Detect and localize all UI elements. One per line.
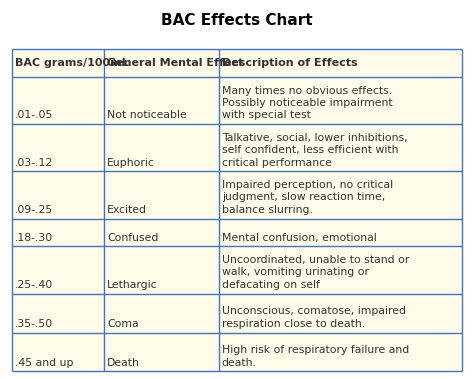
- Bar: [12, 124, 104, 171]
- Text: Not noticeable: Not noticeable: [107, 110, 187, 121]
- Bar: [104, 294, 219, 332]
- Text: High risk of respiratory failure and
death.: High risk of respiratory failure and dea…: [222, 345, 409, 368]
- Text: .09-.25: .09-.25: [15, 205, 53, 215]
- Bar: [219, 77, 462, 124]
- Bar: [12, 219, 104, 246]
- Text: Death: Death: [107, 358, 140, 368]
- Text: Coma: Coma: [107, 319, 138, 329]
- Bar: [104, 49, 219, 77]
- Bar: [219, 124, 462, 171]
- Text: Mental confusion, emotional: Mental confusion, emotional: [222, 233, 376, 243]
- Bar: [104, 246, 219, 294]
- Text: .01-.05: .01-.05: [15, 110, 53, 121]
- Bar: [219, 171, 462, 219]
- Text: Many times no obvious effects.
Possibly noticeable impairment
with special test: Many times no obvious effects. Possibly …: [222, 86, 392, 121]
- Bar: [104, 124, 219, 171]
- Text: .03-.12: .03-.12: [15, 158, 53, 168]
- Bar: [104, 332, 219, 371]
- Bar: [12, 332, 104, 371]
- Text: BAC Effects Chart: BAC Effects Chart: [161, 13, 313, 28]
- Bar: [104, 77, 219, 124]
- Bar: [104, 171, 219, 219]
- Text: .35-.50: .35-.50: [15, 319, 53, 329]
- Text: Confused: Confused: [107, 233, 158, 243]
- Text: General Mental Effect: General Mental Effect: [107, 58, 243, 68]
- Text: Description of Effects: Description of Effects: [222, 58, 357, 68]
- Bar: [12, 77, 104, 124]
- Bar: [12, 246, 104, 294]
- Text: BAC grams/100mL: BAC grams/100mL: [15, 58, 128, 68]
- Text: Talkative, social, lower inhibitions,
self confident, less efficient with
critic: Talkative, social, lower inhibitions, se…: [222, 133, 408, 168]
- Bar: [12, 294, 104, 332]
- Text: Excited: Excited: [107, 205, 147, 215]
- Bar: [104, 219, 219, 246]
- Text: Uncoordinated, unable to stand or
walk, vomiting urinating or
defacating on self: Uncoordinated, unable to stand or walk, …: [222, 255, 409, 290]
- Text: Unconscious, comatose, impaired
respiration close to death.: Unconscious, comatose, impaired respirat…: [222, 306, 406, 329]
- Text: .18-.30: .18-.30: [15, 233, 53, 243]
- Bar: [12, 171, 104, 219]
- Bar: [219, 294, 462, 332]
- Text: Impaired perception, no critical
judgment, slow reaction time,
balance slurring.: Impaired perception, no critical judgmen…: [222, 180, 393, 215]
- Text: .45 and up: .45 and up: [15, 358, 73, 368]
- Bar: [12, 49, 104, 77]
- Text: Lethargic: Lethargic: [107, 280, 158, 290]
- Bar: [219, 332, 462, 371]
- Bar: [219, 49, 462, 77]
- Bar: [219, 219, 462, 246]
- Text: .25-.40: .25-.40: [15, 280, 53, 290]
- Text: Euphoric: Euphoric: [107, 158, 155, 168]
- Bar: [219, 246, 462, 294]
